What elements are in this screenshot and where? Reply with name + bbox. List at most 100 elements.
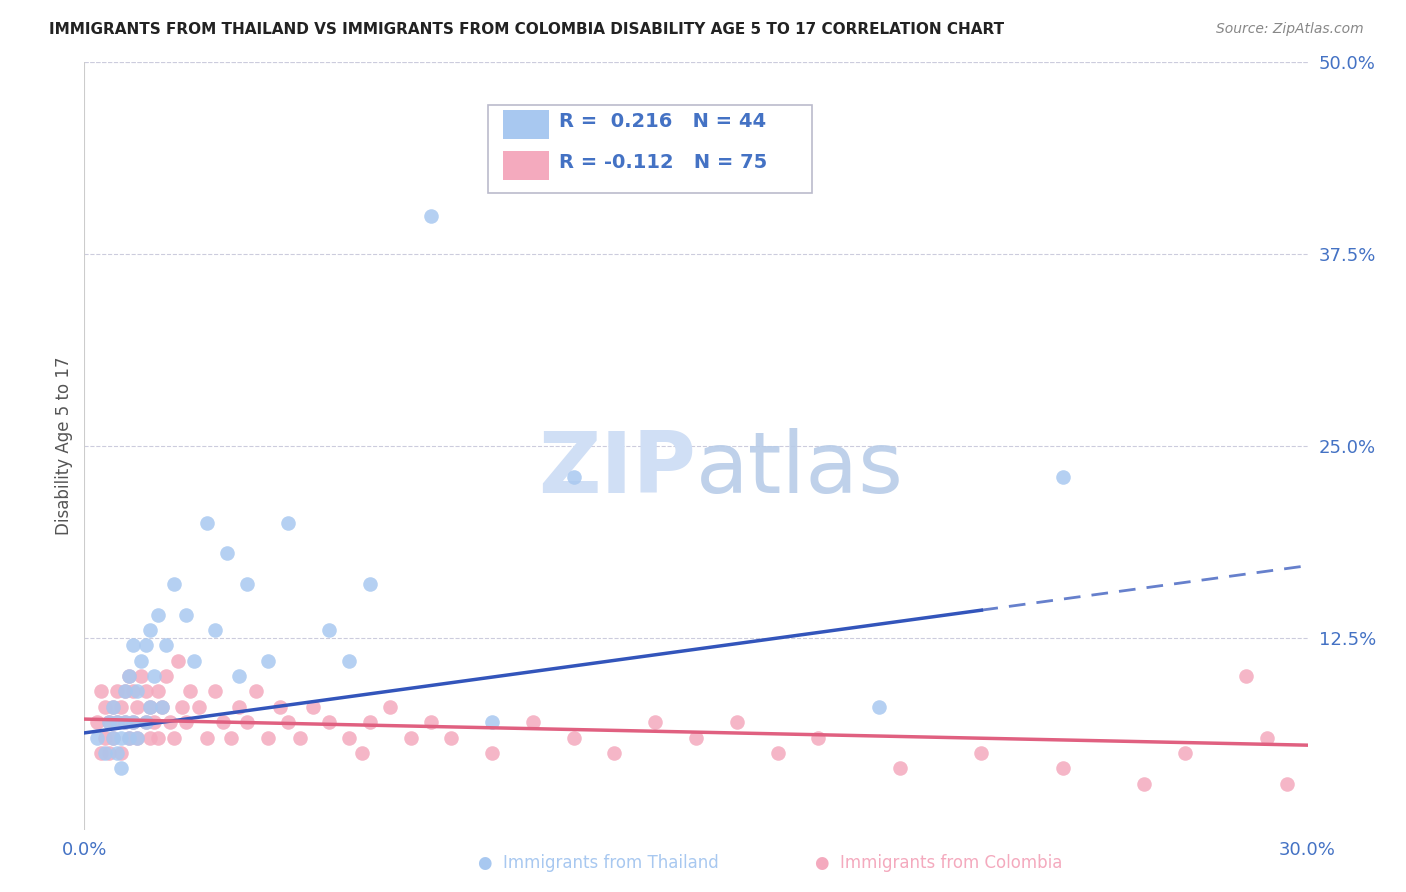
Point bbox=[127, 699, 149, 714]
Point bbox=[159, 715, 181, 730]
Point bbox=[122, 639, 145, 653]
Point bbox=[420, 209, 443, 223]
Point bbox=[127, 731, 149, 745]
Point bbox=[1133, 776, 1156, 790]
Point bbox=[359, 715, 381, 730]
Point bbox=[127, 731, 149, 745]
Point bbox=[766, 746, 789, 760]
Point bbox=[135, 684, 157, 698]
Point bbox=[174, 715, 197, 730]
Point bbox=[127, 684, 149, 698]
Point bbox=[97, 715, 120, 730]
Point bbox=[93, 746, 115, 760]
Point bbox=[110, 731, 132, 745]
Point bbox=[481, 715, 503, 730]
Point bbox=[228, 669, 250, 683]
Point bbox=[562, 469, 585, 483]
Point bbox=[110, 746, 132, 760]
Point bbox=[869, 699, 891, 714]
Point bbox=[179, 684, 201, 698]
Point bbox=[236, 577, 259, 591]
Point bbox=[1256, 731, 1278, 745]
Point bbox=[93, 699, 115, 714]
Point bbox=[339, 654, 361, 668]
Point bbox=[970, 746, 993, 760]
Point bbox=[114, 684, 136, 698]
Point bbox=[86, 731, 108, 745]
Point bbox=[114, 684, 136, 698]
Point bbox=[236, 715, 259, 730]
Point bbox=[318, 623, 340, 637]
Point bbox=[167, 654, 190, 668]
Point bbox=[122, 684, 145, 698]
Point bbox=[138, 699, 160, 714]
Point bbox=[122, 715, 145, 730]
Point bbox=[420, 715, 443, 730]
Point bbox=[481, 746, 503, 760]
Point bbox=[163, 577, 186, 591]
Point bbox=[101, 699, 124, 714]
Point bbox=[269, 699, 291, 714]
Point bbox=[105, 746, 128, 760]
Point bbox=[131, 654, 153, 668]
Point bbox=[135, 639, 157, 653]
Point bbox=[138, 623, 160, 637]
Point bbox=[105, 715, 128, 730]
Point bbox=[93, 731, 115, 745]
Point bbox=[122, 715, 145, 730]
Point bbox=[118, 731, 141, 745]
Point bbox=[277, 715, 299, 730]
Point bbox=[146, 607, 169, 622]
Point bbox=[131, 669, 153, 683]
Point bbox=[522, 715, 544, 730]
Text: R =  0.216   N = 44: R = 0.216 N = 44 bbox=[560, 112, 766, 131]
Point bbox=[1236, 669, 1258, 683]
Point bbox=[138, 731, 160, 745]
Point bbox=[118, 669, 141, 683]
Point bbox=[155, 639, 177, 653]
Point bbox=[1052, 761, 1074, 775]
Text: Source: ZipAtlas.com: Source: ZipAtlas.com bbox=[1216, 22, 1364, 37]
Point bbox=[97, 746, 120, 760]
Point bbox=[155, 669, 177, 683]
Point bbox=[135, 715, 157, 730]
Point bbox=[1174, 746, 1197, 760]
Point bbox=[110, 761, 132, 775]
Point bbox=[350, 746, 373, 760]
Point bbox=[359, 577, 381, 591]
Point bbox=[101, 731, 124, 745]
Point bbox=[399, 731, 422, 745]
Point bbox=[142, 669, 165, 683]
Point bbox=[150, 699, 173, 714]
Point bbox=[110, 699, 132, 714]
Point bbox=[101, 731, 124, 745]
Point bbox=[440, 731, 463, 745]
Point bbox=[142, 715, 165, 730]
FancyBboxPatch shape bbox=[488, 104, 813, 193]
Point bbox=[118, 731, 141, 745]
Text: R = -0.112   N = 75: R = -0.112 N = 75 bbox=[560, 153, 768, 171]
Text: IMMIGRANTS FROM THAILAND VS IMMIGRANTS FROM COLOMBIA DISABILITY AGE 5 TO 17 CORR: IMMIGRANTS FROM THAILAND VS IMMIGRANTS F… bbox=[49, 22, 1004, 37]
Point bbox=[219, 731, 242, 745]
Point bbox=[318, 715, 340, 730]
Point bbox=[138, 699, 160, 714]
Point bbox=[86, 715, 108, 730]
Point bbox=[146, 684, 169, 698]
Text: atlas: atlas bbox=[696, 427, 904, 510]
Point bbox=[1277, 776, 1299, 790]
Point bbox=[889, 761, 911, 775]
Point bbox=[277, 516, 299, 530]
Point bbox=[195, 731, 218, 745]
FancyBboxPatch shape bbox=[503, 110, 550, 139]
Point bbox=[114, 715, 136, 730]
Point bbox=[217, 546, 239, 560]
Point bbox=[146, 731, 169, 745]
Point bbox=[301, 699, 323, 714]
Point bbox=[187, 699, 209, 714]
Point bbox=[228, 699, 250, 714]
Text: ●  Immigrants from Colombia: ● Immigrants from Colombia bbox=[815, 855, 1063, 872]
Point bbox=[150, 699, 173, 714]
Point bbox=[644, 715, 666, 730]
Point bbox=[290, 731, 312, 745]
Point bbox=[135, 715, 157, 730]
